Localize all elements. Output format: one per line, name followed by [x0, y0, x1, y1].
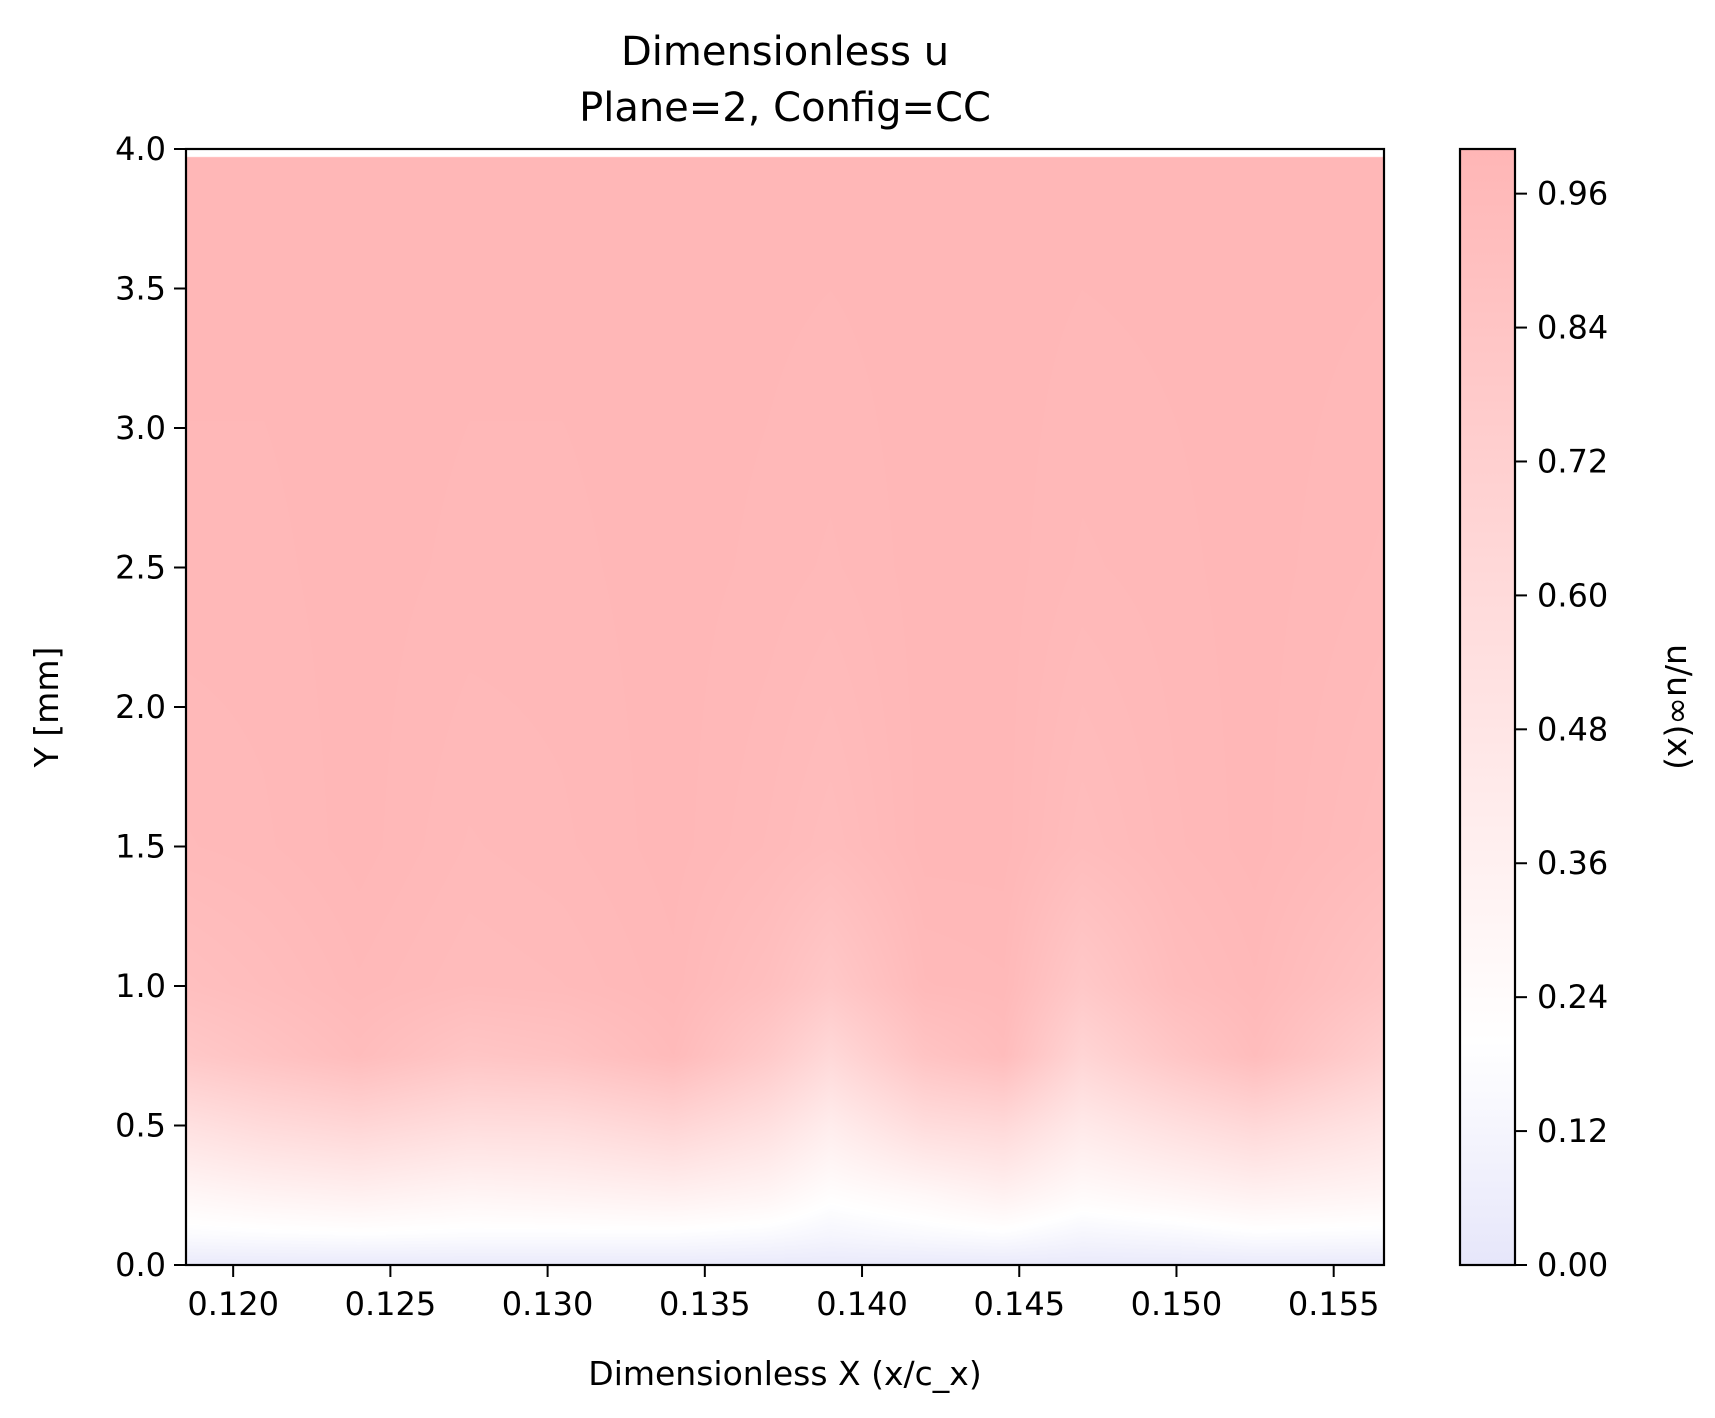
colorbar-ticks: 0.00 0.12 0.24 0.36 0.48 0.60 0.72 0.84 0.96 [1515, 175, 1608, 1284]
colorbar-frame [1458, 147, 1517, 1267]
x-tick-label: 0.155 [1288, 1285, 1380, 1323]
colorbar-tick-label: 0.00 [1537, 1246, 1608, 1284]
y-axis: 0.0 0.5 1.0 1.5 2.0 2.5 3.0 3.5 4.0 [115, 130, 186, 1284]
colorbar-label: u/u∞(x) [1660, 644, 1699, 770]
y-tick-label: 2.0 [115, 688, 166, 726]
y-tick-label: 1.0 [115, 967, 166, 1005]
x-tick-label: 0.150 [1131, 1285, 1223, 1323]
colorbar-tick-label: 0.72 [1537, 442, 1608, 480]
colorbar-tick-label: 0.24 [1537, 978, 1608, 1016]
colorbar-tick-label: 0.48 [1537, 710, 1608, 748]
x-axis: 0.120 0.125 0.130 0.135 0.140 0.145 0.150 0.155 [187, 1265, 1379, 1323]
y-tick-label: 3.0 [115, 409, 166, 447]
colorbar-tick-label: 0.96 [1537, 175, 1608, 213]
y-tick-label: 0.0 [115, 1246, 166, 1284]
y-tick-label: 3.5 [115, 270, 166, 308]
x-tick-label: 0.130 [502, 1285, 594, 1323]
colorbar-tick-label: 0.12 [1537, 1112, 1608, 1150]
heatmap [186, 149, 1384, 1265]
colorbar-tick-label: 0.36 [1537, 844, 1608, 882]
y-tick-label: 1.5 [115, 828, 166, 866]
y-tick-label: 4.0 [115, 130, 166, 168]
y-tick-label: 2.5 [115, 549, 166, 587]
x-tick-label: 0.140 [816, 1285, 908, 1323]
heatmap-canvas [186, 149, 1384, 1265]
x-tick-label: 0.145 [973, 1285, 1065, 1323]
plot-area [184, 147, 1386, 1267]
x-tick-label: 0.135 [659, 1285, 751, 1323]
x-tick-label: 0.120 [187, 1285, 279, 1323]
colorbar-gradient [1460, 149, 1515, 1265]
colorbar-tick-label: 0.84 [1537, 309, 1608, 347]
y-axis-label: Y [mm] [27, 647, 66, 769]
chart-subtitle: Plane=2, Config=CC [579, 85, 991, 131]
x-tick-label: 0.125 [345, 1285, 437, 1323]
colorbar-tick-label: 0.60 [1537, 576, 1608, 614]
x-axis-label: Dimensionless X (x/c_x) [588, 1354, 981, 1393]
y-tick-label: 0.5 [115, 1107, 166, 1145]
chart-title: Dimensionless u [621, 29, 949, 75]
colorbar: 0.00 0.12 0.24 0.36 0.48 0.60 0.72 0.84 0.96 u/u… [1458, 147, 1699, 1284]
